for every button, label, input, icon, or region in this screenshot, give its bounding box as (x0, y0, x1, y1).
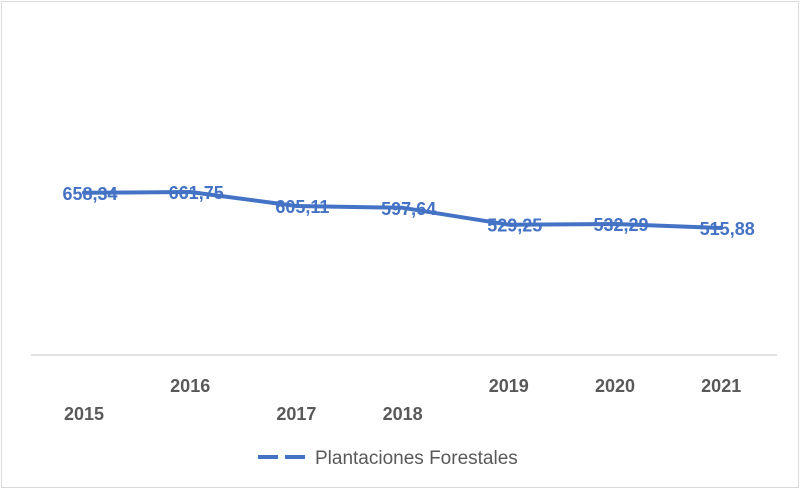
x-tick-label-2019: 2019 (489, 376, 529, 396)
x-tick-label-2016: 2016 (170, 376, 210, 396)
data-label-2015: 658,34 (62, 184, 117, 204)
data-label-2017: 605,11 (275, 197, 329, 217)
legend: Plantaciones Forestales (258, 448, 518, 469)
series-line-plantaciones-forestales (82, 190, 724, 230)
x-tick-labels-group: 2015 2016 2017 2018 2019 2020 2021 (64, 376, 741, 424)
data-label-2020: 532,29 (593, 215, 648, 235)
x-tick-label-2015: 2015 (64, 404, 104, 424)
data-label-2021: 515,88 (700, 219, 755, 239)
x-tick-label-2020: 2020 (595, 376, 635, 396)
x-tick-label-2018: 2018 (383, 404, 423, 424)
x-tick-label-2017: 2017 (276, 404, 316, 424)
data-label-2016: 661,75 (169, 183, 224, 203)
data-label-2018: 597,64 (381, 199, 436, 219)
x-tick-label-2021: 2021 (701, 376, 741, 396)
data-labels-group: 658,34 661,75 605,11 597,64 529,25 532,29 515,… (62, 183, 754, 239)
data-label-2019: 529,25 (487, 216, 542, 236)
legend-label: Plantaciones Forestales (315, 448, 518, 469)
